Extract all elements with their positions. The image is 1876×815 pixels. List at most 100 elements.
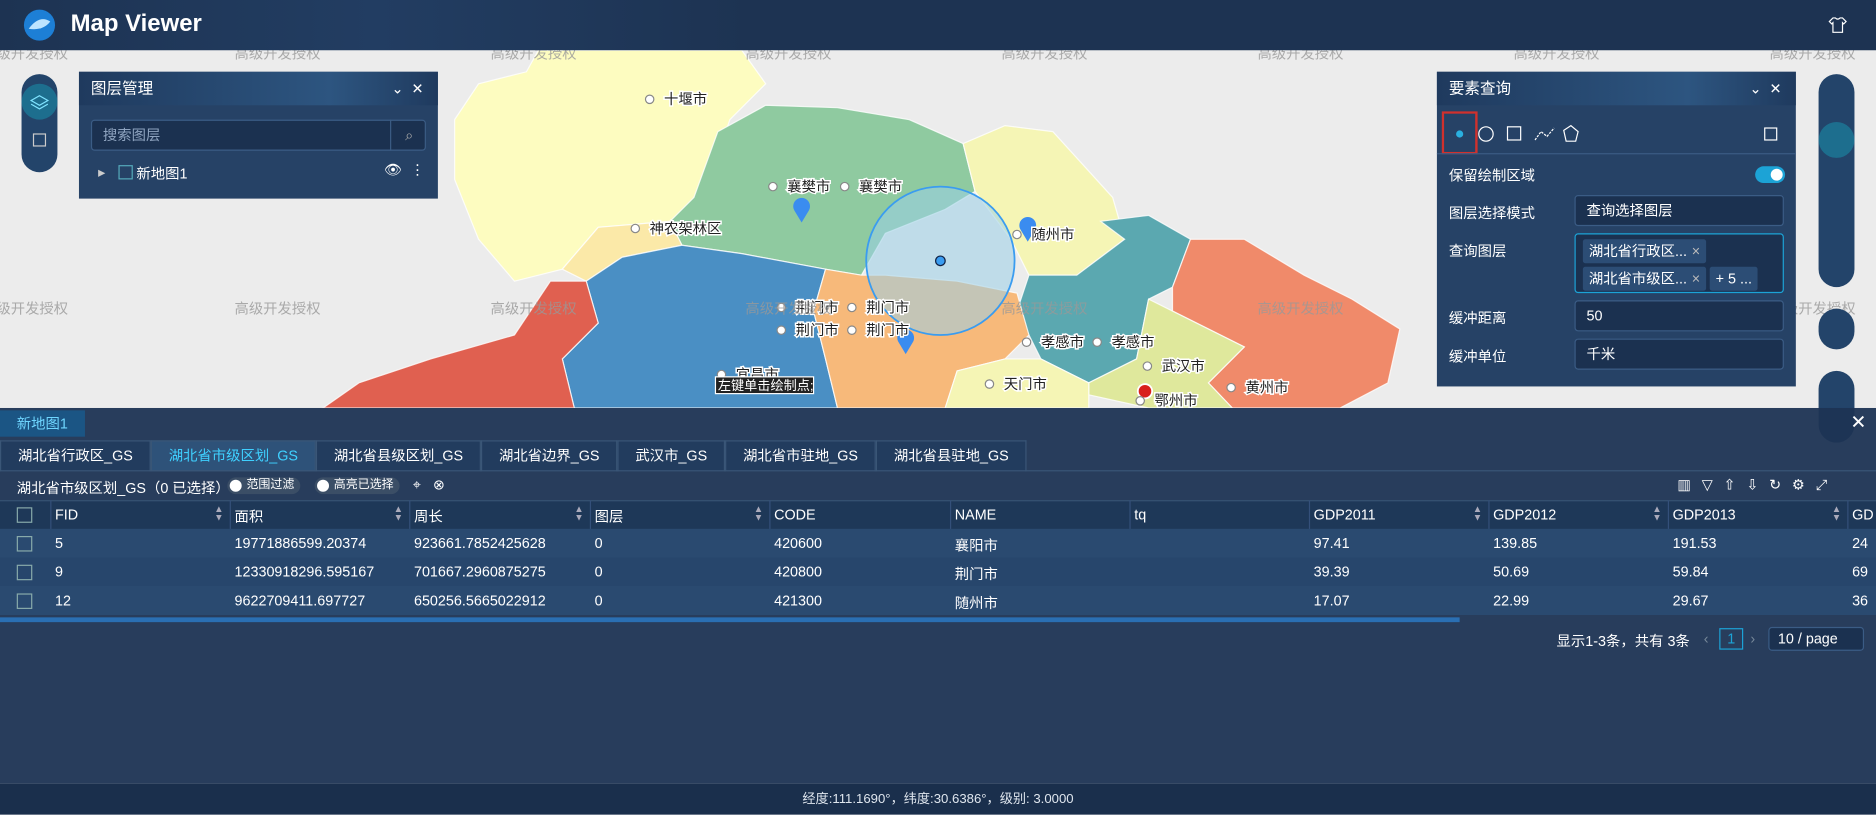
- column-header: GDP2012: [1493, 506, 1557, 523]
- tree-toggle[interactable]: ▸: [98, 163, 106, 181]
- panel-controls[interactable]: ⌄ ✕: [1749, 80, 1782, 97]
- table-cell: 701667.2960875275: [413, 563, 546, 581]
- map-icon: [118, 165, 133, 180]
- watermark: 高级开发授权: [1257, 300, 1343, 317]
- label-dot: [768, 181, 778, 192]
- watermark: 高级开发授权: [1001, 300, 1087, 317]
- layer-tab[interactable]: 湖北省县驻地_GS: [875, 440, 1027, 472]
- filter-toggle[interactable]: 范围过滤: [227, 477, 301, 495]
- locate-buttons[interactable]: ⌖ ⊗: [412, 476, 445, 493]
- layer-tab[interactable]: 武汉市_GS: [617, 440, 726, 472]
- column-header: GDP2011: [1313, 506, 1376, 523]
- label-dot: [1092, 337, 1102, 347]
- layer-tab[interactable]: 湖北省市驻地_GS: [725, 440, 876, 472]
- field-label: 保留绘制区域: [1448, 167, 1536, 185]
- toggle-knob: [317, 479, 330, 492]
- table-cell: 420800: [774, 563, 823, 581]
- checkbox[interactable]: [16, 536, 33, 552]
- close-button[interactable]: ✕: [1850, 412, 1867, 434]
- panel-title: 图层管理: [78, 71, 438, 106]
- divider: [1436, 153, 1796, 155]
- sort-icon[interactable]: ▲ ▼: [214, 504, 224, 522]
- table-cell: 69: [1852, 563, 1869, 581]
- watermark: 高级开发授权: [745, 300, 831, 317]
- divider: [0, 470, 1876, 472]
- table-cell: 650256.5665022912: [413, 592, 546, 609]
- layer-tag: 湖北省市级区... ×: [1582, 266, 1707, 291]
- page-number[interactable]: 1: [1719, 628, 1744, 650]
- table-cell: 22.99: [1493, 592, 1530, 609]
- home-button[interactable]: [1818, 308, 1855, 350]
- markers: [793, 197, 1037, 355]
- layer-tab[interactable]: 湖北省市级区划_GS: [150, 440, 316, 472]
- table-tools[interactable]: ▥▽⇧⇩↻⚙⤢: [1677, 476, 1838, 493]
- label-dot: [630, 223, 641, 234]
- table-cell: 9: [55, 563, 64, 581]
- layer-item[interactable]: 新地图1: [136, 165, 188, 182]
- column-header: GD: [1852, 506, 1874, 523]
- sort-icon[interactable]: ▲ ▼: [574, 504, 584, 522]
- map-label: 荆门市: [866, 322, 909, 339]
- mode-select[interactable]: 查询选择图层: [1574, 195, 1784, 227]
- sort-icon[interactable]: ▲ ▼: [1652, 504, 1662, 522]
- column-header: GDP2013: [1672, 506, 1736, 523]
- table-cell: 5: [55, 534, 64, 552]
- column-header: NAME: [954, 506, 997, 523]
- sort-icon[interactable]: ▲ ▼: [393, 504, 404, 522]
- watermark: 高级开发授权: [491, 300, 577, 317]
- tag-text: 湖北省行政区...: [1588, 242, 1687, 260]
- tag-text: + 5 ...: [1715, 270, 1753, 288]
- layer-tab[interactable]: 湖北省行政区_GS: [0, 440, 151, 472]
- page-size[interactable]: 10 / page: [1768, 626, 1865, 651]
- layer-select[interactable]: 湖北省行政区... × 湖北省市级区... × + 5 ...: [1574, 233, 1784, 294]
- map-label: 随州市: [1031, 226, 1074, 243]
- left-toolbar: [21, 74, 58, 173]
- map-label: 荆门市: [796, 322, 839, 339]
- scrollbar[interactable]: [0, 617, 1460, 623]
- map-label: 十堰市: [664, 91, 707, 108]
- theme-button[interactable]: [1828, 16, 1847, 35]
- buffer-input[interactable]: 50: [1574, 300, 1784, 332]
- layer-search[interactable]: 搜索图层: [90, 119, 426, 151]
- tooltip: 左键单击绘制点;: [718, 378, 814, 393]
- tooltip-box: [714, 376, 815, 395]
- query-tools[interactable]: [1441, 111, 1789, 155]
- map-label: 孝感市: [1041, 334, 1084, 351]
- unit-select[interactable]: 千米: [1574, 338, 1784, 370]
- toggle[interactable]: [1755, 166, 1786, 184]
- sort-icon[interactable]: ▲ ▼: [1472, 504, 1483, 522]
- table-cell: 24: [1852, 534, 1869, 552]
- panel-title: 要素查询: [1436, 71, 1796, 106]
- column-header: CODE: [774, 506, 816, 523]
- checkbox[interactable]: [16, 507, 33, 523]
- query-button[interactable]: [1818, 122, 1855, 158]
- sort-icon[interactable]: ▲ ▼: [1831, 504, 1842, 522]
- checkbox[interactable]: [16, 564, 33, 581]
- sort-icon[interactable]: ▲ ▼: [753, 504, 764, 522]
- prev-page[interactable]: ‹: [1703, 630, 1709, 648]
- checkbox[interactable]: [16, 593, 33, 609]
- table-header: [0, 500, 1876, 532]
- attribute-table: FID ▲ ▼ 面积 ▲ ▼ 周长 ▲ ▼ 图层 ▲ ▼ CODE NAME tq GDP2011 ▲ ▼ GDP2…: [0, 500, 1876, 615]
- layers-button[interactable]: [21, 83, 58, 120]
- layer-tab[interactable]: 湖北省县级区划_GS: [315, 440, 482, 472]
- map-label: 荆门市: [796, 299, 839, 316]
- filter-toggle[interactable]: 高亮已选择: [314, 477, 400, 495]
- regions: [321, 49, 1401, 409]
- tag-close[interactable]: ×: [1691, 242, 1701, 260]
- map-label: 天门市: [1004, 376, 1047, 393]
- map-tab[interactable]: 新地图1: [0, 410, 85, 437]
- next-page[interactable]: ›: [1750, 630, 1756, 648]
- draw-point: [935, 255, 946, 267]
- column-header: 周长: [413, 508, 443, 526]
- app-title: Map Viewer: [70, 10, 202, 38]
- table-cell: 12330918296.595167: [234, 563, 375, 581]
- layer-actions[interactable]: 👁 ⋮: [384, 161, 425, 179]
- logo: [23, 9, 56, 41]
- map-label: 武汉市: [1162, 358, 1205, 375]
- panel-controls[interactable]: ⌄ ✕: [391, 80, 424, 97]
- tag-close[interactable]: ×: [1691, 270, 1701, 288]
- search-icon[interactable]: ⌕: [390, 119, 427, 151]
- layer-tab[interactable]: 湖北省边界_GS: [481, 440, 618, 472]
